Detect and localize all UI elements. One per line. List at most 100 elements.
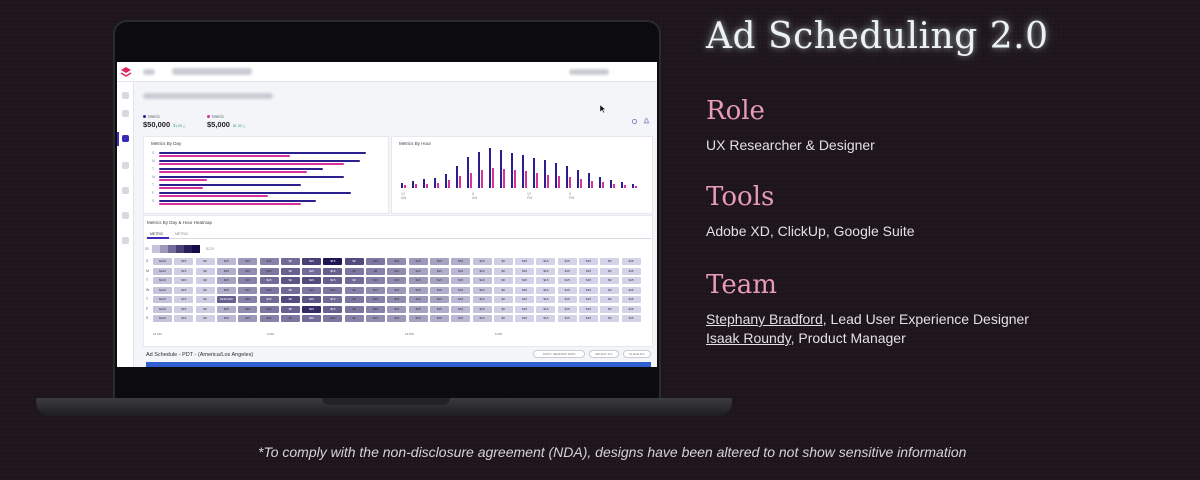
sidebar-item-icon[interactable] [122, 110, 129, 117]
hour-bar-magenta[interactable] [547, 175, 549, 188]
heatmap-cell[interactable]: $15 [621, 267, 641, 275]
heatmap-cell[interactable]: $0 [195, 286, 215, 294]
heatmap-cell[interactable]: $120 [153, 315, 172, 322]
heatmap-cell[interactable]: $15 [259, 296, 279, 303]
hour-bar-navy[interactable] [599, 176, 601, 188]
heatmap-cell[interactable]: $15 [387, 315, 407, 322]
heatmap-cell[interactable]: $15 [557, 286, 577, 294]
heatmap-cell[interactable]: $0 [280, 267, 300, 275]
heatmap-cell[interactable]: $0 [493, 286, 513, 294]
day-bar-magenta[interactable] [159, 171, 308, 173]
heatmap-cell[interactable]: $0 [344, 277, 364, 284]
tab-metric-secondary[interactable]: METRIC [175, 232, 189, 236]
heatmap-cell[interactable]: $15 [302, 315, 322, 322]
heatmap-cell[interactable]: $15 [323, 286, 343, 294]
heatmap-cell[interactable]: $15 [429, 305, 449, 313]
hour-bar-navy[interactable] [500, 150, 502, 188]
heatmap-cell[interactable]: $15 [557, 267, 577, 275]
heatmap-cell[interactable]: $15 [238, 267, 258, 275]
heatmap-cell[interactable]: $15 [408, 277, 428, 284]
heatmap-cell[interactable]: $15 [536, 315, 556, 322]
hour-bar-magenta[interactable] [624, 184, 626, 188]
heatmap-cell[interactable]: $15 [429, 286, 449, 294]
heatmap-cell[interactable]: $15 [451, 315, 471, 322]
heatmap-cell[interactable]: $15 [621, 305, 641, 313]
hour-bar-magenta[interactable] [602, 182, 604, 188]
heatmap-cell[interactable]: $15 [259, 258, 279, 265]
heatmap-cell[interactable]: $35 [216, 315, 236, 322]
heatmap-cell[interactable]: $15 [323, 315, 343, 322]
heatmap-cell[interactable]: $15 [536, 305, 556, 313]
heatmap-cell[interactable]: $15 [259, 277, 279, 284]
heatmap-cell[interactable]: $10 [387, 267, 407, 275]
heatmap-cell[interactable]: $0 [493, 277, 513, 284]
heatmap-cell[interactable]: $15 [174, 267, 194, 275]
heatmap-cell[interactable]: $0 [600, 305, 620, 313]
day-bar-magenta[interactable] [159, 155, 290, 157]
heatmap-cell[interactable]: $0 [600, 277, 620, 284]
heatmap-cell[interactable]: $15 [387, 305, 407, 313]
sidebar-item-icon[interactable] [122, 92, 129, 99]
heatmap-cell[interactable]: $35 [216, 277, 236, 284]
team-member-link[interactable]: Stephany Bradford [706, 311, 823, 327]
heatmap-cell[interactable]: $0 [600, 267, 620, 275]
heatmap-cell[interactable]: $15 [429, 267, 449, 275]
hour-bar-navy[interactable] [511, 152, 513, 188]
heatmap-cell[interactable]: $15 [238, 305, 258, 313]
hour-bar-magenta[interactable] [635, 185, 637, 188]
heatmap-cell[interactable]: $15 [451, 296, 471, 303]
heatmap-cell[interactable]: $15 [472, 267, 492, 275]
heatmap-cell[interactable]: $15 [387, 258, 407, 265]
day-bar-magenta[interactable] [159, 163, 345, 165]
heatmap-cell[interactable]: $15 [515, 296, 535, 303]
heatmap-cell[interactable]: $15 [557, 296, 577, 303]
heatmap-cell[interactable]: $15 [408, 286, 428, 294]
heatmap-cell[interactable]: $35 [216, 305, 236, 313]
heatmap-cell[interactable]: $15 [451, 277, 471, 284]
heatmap-cell[interactable]: $15 [515, 258, 535, 265]
heatmap-cell[interactable]: $15 [621, 277, 641, 284]
hour-bar-navy[interactable] [489, 148, 491, 188]
heatmap-cell[interactable]: $0 [493, 296, 513, 303]
heatmap-cell[interactable]: $35 [216, 286, 236, 294]
heatmap-cell[interactable]: $5 [366, 267, 385, 275]
heatmap-cell[interactable]: $15 [387, 296, 407, 303]
settings-icon[interactable] [631, 118, 638, 125]
heatmap-cell[interactable]: $15 [536, 296, 556, 303]
heatmap-cell[interactable]: $35 [216, 258, 236, 265]
heatmap-cell[interactable]: $15 [408, 296, 428, 303]
heatmap-cell[interactable]: $15 [366, 315, 385, 322]
heatmap-cell[interactable]: $15 [408, 258, 428, 265]
heatmap-cell[interactable]: $15 [323, 305, 343, 313]
heatmap-cell[interactable]: $15 [323, 277, 343, 284]
day-bar-navy[interactable] [159, 192, 351, 194]
heatmap-cell[interactable]: $15 [515, 267, 535, 275]
select-all-button[interactable]: SELECT ALL [589, 350, 619, 358]
heatmap-cell[interactable]: $120 [153, 258, 172, 265]
heatmap-cell[interactable]: $15 [557, 258, 577, 265]
heatmap-cell[interactable]: $120 [153, 286, 172, 294]
blurred-account-menu[interactable] [569, 69, 609, 75]
heatmap-cell[interactable]: $15 [174, 305, 194, 313]
heatmap-cell[interactable]: $10 [408, 267, 428, 275]
heatmap-cell[interactable]: $0 [195, 277, 215, 284]
hour-bar-magenta[interactable] [415, 184, 417, 188]
heatmap-cell[interactable]: $15 [366, 305, 385, 313]
heatmap-cell[interactable]: $0 [600, 286, 620, 294]
hour-bar-magenta[interactable] [481, 170, 483, 188]
hour-bar-navy[interactable] [555, 163, 557, 188]
heatmap-cell[interactable]: $15 [451, 286, 471, 294]
hour-bar-navy[interactable] [632, 184, 634, 188]
heatmap-cell[interactable]: $15 [238, 286, 258, 294]
heatmap-cell[interactable]: $0 [600, 296, 620, 303]
hour-bar-navy[interactable] [467, 156, 469, 188]
heatmap-cell[interactable]: $15 [515, 277, 535, 284]
heatmap-cell[interactable]: $0 [280, 296, 300, 303]
heatmap-cell[interactable]: $15 [302, 296, 322, 303]
heatmap-cell[interactable]: $15 [536, 286, 556, 294]
day-bar-navy[interactable] [159, 168, 323, 170]
heatmap-cell[interactable]: $0 [280, 286, 300, 294]
hour-bar-navy[interactable] [566, 166, 568, 188]
heatmap-cell[interactable]: $15 [557, 315, 577, 322]
apply-heatmap-button[interactable]: APPLY HEATMAP DATA [533, 350, 585, 358]
